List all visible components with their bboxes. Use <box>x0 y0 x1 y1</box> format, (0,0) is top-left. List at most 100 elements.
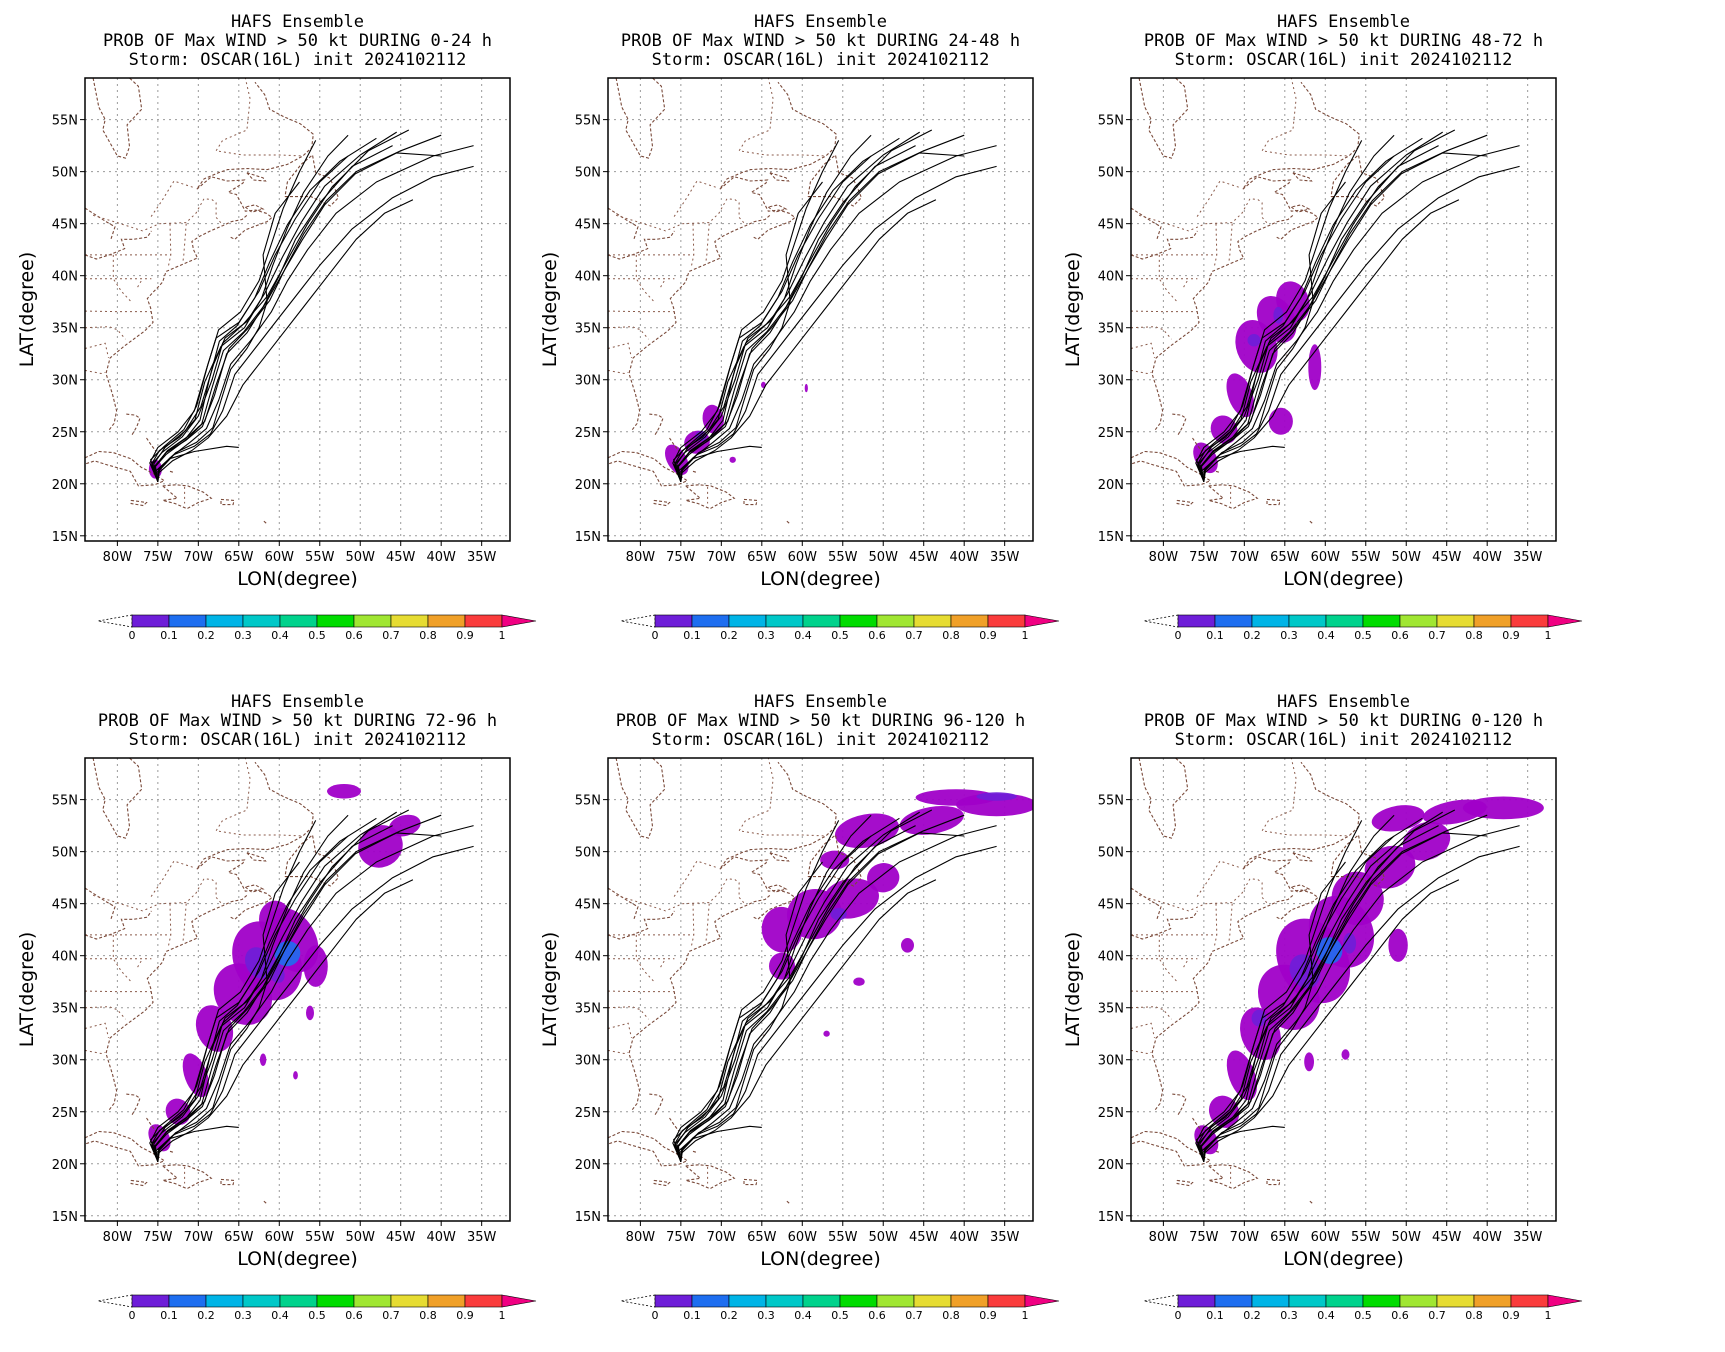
lat-tick-label: 50N <box>575 846 601 861</box>
panel-title-model: HAFS Ensemble <box>754 12 887 32</box>
lon-tick-label: 65W <box>747 1230 777 1245</box>
political-border <box>182 223 187 262</box>
probability-area <box>293 1071 298 1080</box>
probability-area <box>1341 1049 1350 1060</box>
lat-tick-label: 50N <box>575 166 601 181</box>
ensemble-track <box>157 845 474 1162</box>
colorbar-over-arrow <box>1024 1294 1060 1308</box>
y-axis-label: LAT(degree) <box>539 932 561 1048</box>
gridlines <box>608 758 1033 1221</box>
colorbar-label: 0.5 <box>308 1309 326 1322</box>
ensemble-track <box>150 809 410 1162</box>
coastline <box>220 498 235 506</box>
lat-tick-label: 35N <box>1098 322 1124 337</box>
colorbar-over-arrow <box>1024 614 1060 628</box>
coastline <box>1242 761 1360 920</box>
political-border <box>635 934 655 983</box>
coastline <box>743 498 758 506</box>
lon-tick-label: 65W <box>1270 1230 1300 1245</box>
coastlines <box>608 78 863 524</box>
ensemble-tracks <box>149 809 474 1162</box>
coastline <box>244 204 265 213</box>
x-axis-label: LON(degree) <box>237 568 358 590</box>
lat-tick-label: 55N <box>1098 794 1124 809</box>
colorbar-label: 0.2 <box>197 1309 215 1322</box>
political-border <box>738 758 826 837</box>
ensemble-track <box>1198 832 1488 1162</box>
political-border <box>1261 758 1349 837</box>
probability-area <box>1304 1052 1314 1072</box>
lon-tick-label: 50W <box>869 550 899 565</box>
lat-tick-label: 20N <box>575 478 601 493</box>
colorbar-segment <box>654 1294 693 1308</box>
colorbar-segment <box>765 614 804 628</box>
coastline <box>685 1164 736 1190</box>
panel-title-storm: Storm: OSCAR(16L) init 2024102112 <box>1175 730 1513 750</box>
coastline <box>1290 884 1311 893</box>
probability-area <box>1268 407 1293 435</box>
ensemble-track <box>1203 181 1346 482</box>
lat-tick-label: 20N <box>52 478 78 493</box>
ensemble-track <box>677 817 900 1162</box>
coastline <box>85 207 116 240</box>
lat-tick-label: 35N <box>52 322 78 337</box>
coastline <box>130 1179 148 1187</box>
colorbar: 0 0.1 0.2 0.3 0.4 0.5 0.6 0.7 0.8 0.9 1 <box>97 614 537 642</box>
colorbar-label: 0.5 <box>831 629 849 642</box>
coastline <box>162 1164 213 1190</box>
political-border <box>660 958 666 968</box>
coastline <box>1215 470 1220 473</box>
coastline <box>1309 520 1313 524</box>
y-axis-label: LAT(degree) <box>16 252 38 368</box>
political-border <box>1138 878 1269 912</box>
coastline <box>743 1178 758 1186</box>
colorbar-label: 0.8 <box>1465 629 1483 642</box>
colorbar-label: 0.7 <box>1428 1309 1446 1322</box>
lon-tick-label: 35W <box>1513 550 1543 565</box>
lon-tick-label: 65W <box>1270 550 1300 565</box>
lon-tick-label: 80W <box>626 550 656 565</box>
colorbar-segment <box>765 1294 804 1308</box>
political-border <box>1228 903 1233 942</box>
lon-tick-label: 40W <box>949 1230 979 1245</box>
coastline <box>1172 413 1187 436</box>
ensemble-track <box>680 845 997 1162</box>
probability-area <box>899 805 964 835</box>
coastline <box>130 499 148 507</box>
ensemble-tracks <box>672 809 997 1162</box>
colorbar-over-arrow <box>1547 614 1583 628</box>
lon-tick-label: 40W <box>1472 550 1502 565</box>
ensemble-track <box>151 134 349 482</box>
coastline <box>246 172 267 182</box>
lat-tick-label: 35N <box>575 1002 601 1017</box>
political-border <box>215 758 303 837</box>
colorbar-label: 0.9 <box>979 1309 997 1322</box>
ensemble-track <box>1203 165 1520 482</box>
lat-tick-label: 50N <box>52 846 78 861</box>
coastline <box>608 1130 689 1167</box>
coastline <box>628 894 771 1111</box>
coastline <box>196 81 314 240</box>
political-border <box>149 180 193 219</box>
colorbar-segment <box>1510 614 1549 628</box>
colorbar-segment <box>950 614 989 628</box>
lat-tick-label: 45N <box>52 898 78 913</box>
colorbar-label: 1 <box>499 1309 506 1322</box>
colorbar-label: 0.4 <box>1317 629 1335 642</box>
political-border <box>112 254 132 303</box>
lon-tick-label: 50W <box>1392 1230 1422 1245</box>
ensemble-track <box>680 181 823 482</box>
lat-tick-label: 15N <box>52 530 78 545</box>
lat-tick-label: 40N <box>1098 270 1124 285</box>
probability-area <box>804 383 808 393</box>
political-border <box>1195 180 1239 219</box>
coastline <box>85 450 166 487</box>
lat-tick-label: 15N <box>1098 530 1124 545</box>
lon-tick-label: 60W <box>265 1230 295 1245</box>
panel-title-product: PROB OF Max WIND > 50 kt DURING 0-24 h <box>103 31 492 51</box>
political-border <box>608 369 629 375</box>
colorbar: 0 0.1 0.2 0.3 0.4 0.5 0.6 0.7 0.8 0.9 1 <box>97 1294 537 1322</box>
political-border <box>608 326 649 340</box>
coastline <box>719 81 837 240</box>
